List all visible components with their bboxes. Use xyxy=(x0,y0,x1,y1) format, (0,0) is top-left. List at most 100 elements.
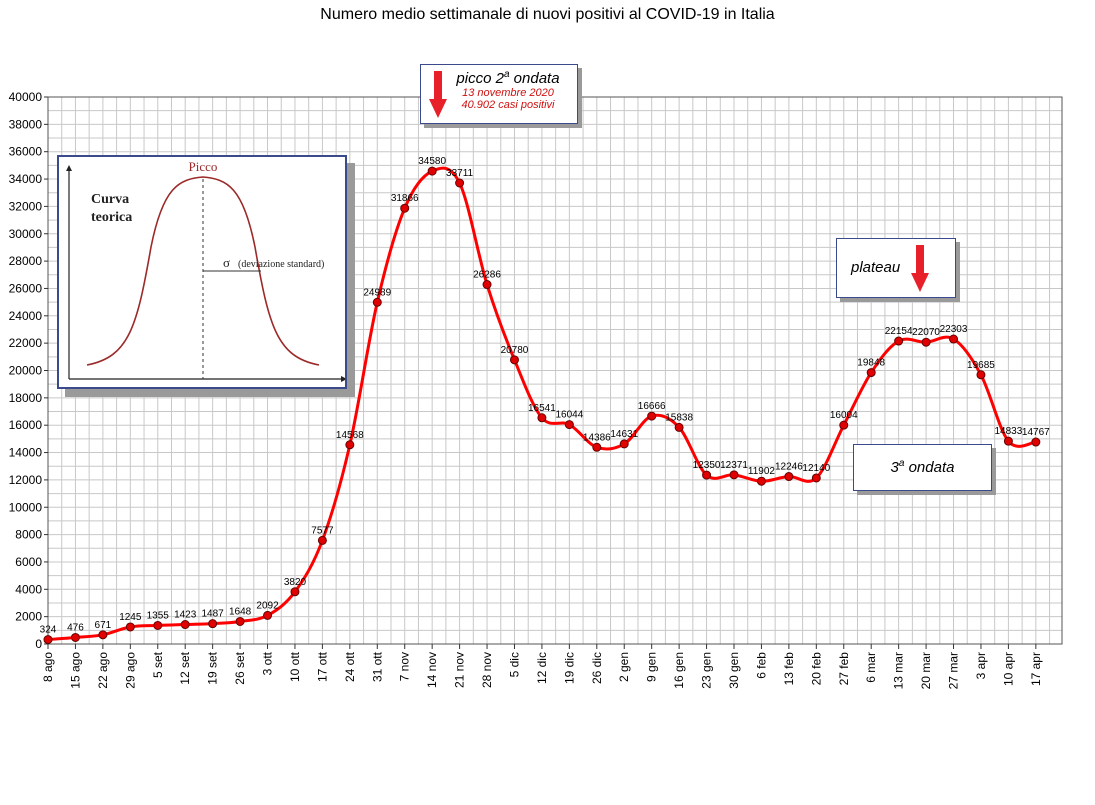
data-label: 12371 xyxy=(720,460,748,471)
data-label: 26286 xyxy=(473,270,501,281)
data-point xyxy=(455,178,465,188)
x-tick-label: 17 apr xyxy=(1029,652,1043,686)
x-tick-label: 6 feb xyxy=(754,652,768,679)
data-label: 33711 xyxy=(446,168,474,179)
data-label: 16666 xyxy=(638,401,666,412)
x-tick-label: 3 ott xyxy=(261,651,275,675)
data-point xyxy=(427,166,437,176)
data-point xyxy=(235,616,245,626)
data-point xyxy=(756,476,766,486)
x-tick-label: 2 gen xyxy=(617,652,631,682)
down-arrow-icon xyxy=(429,71,447,118)
y-tick-label: 12000 xyxy=(9,473,43,487)
data-point xyxy=(619,439,629,449)
data-point xyxy=(263,610,273,620)
data-point xyxy=(839,420,849,430)
x-tick-label: 10 ott xyxy=(288,651,302,682)
data-label: 1423 xyxy=(174,610,197,621)
y-tick-label: 6000 xyxy=(15,555,42,569)
x-tick-label: 31 ott xyxy=(370,651,384,682)
data-label: 1487 xyxy=(202,609,225,620)
y-tick-label: 28000 xyxy=(9,254,43,268)
plateau-annotation: plateau xyxy=(836,238,956,298)
data-label: 24989 xyxy=(363,287,391,298)
peak-title: picco 2a ondata xyxy=(456,69,560,87)
y-tick-label: 22000 xyxy=(9,336,43,350)
x-tick-label: 17 ott xyxy=(315,651,329,682)
data-point xyxy=(784,472,794,482)
data-label: 16044 xyxy=(555,410,583,421)
inset-curve-label-1: Curva xyxy=(91,192,129,207)
data-point xyxy=(592,442,602,452)
y-tick-label: 10000 xyxy=(9,500,43,514)
data-point xyxy=(98,630,108,640)
data-label: 16541 xyxy=(528,403,556,414)
data-label: 7577 xyxy=(311,525,334,536)
x-tick-label: 26 set xyxy=(233,651,247,684)
theoretical-curve-inset: Picco Curva teorica σ (deviazione standa… xyxy=(57,155,347,389)
data-label: 22303 xyxy=(940,324,968,335)
data-label: 12140 xyxy=(802,463,830,474)
chart-title: Numero medio settimanale di nuovi positi… xyxy=(320,6,775,23)
peak-date: 13 novembre 2020 xyxy=(462,87,554,99)
y-tick-label: 34000 xyxy=(9,172,43,186)
y-tick-label: 32000 xyxy=(9,199,43,213)
data-point xyxy=(400,203,410,213)
data-label: 20780 xyxy=(501,345,529,356)
data-point xyxy=(153,620,163,630)
x-tick-label: 12 dic xyxy=(535,652,549,684)
sigma-symbol: σ xyxy=(223,255,230,270)
x-tick-label: 5 set xyxy=(151,651,165,678)
bell-curve xyxy=(86,176,320,366)
y-tick-label: 0 xyxy=(35,637,42,651)
x-tick-label: 10 apr xyxy=(1001,652,1015,686)
x-tick-label: 15 ago xyxy=(68,652,82,689)
x-tick-label: 6 mar xyxy=(864,652,878,683)
data-point xyxy=(811,473,821,483)
data-point xyxy=(647,411,657,421)
data-label: 14568 xyxy=(336,430,364,441)
x-tick-label: 5 dic xyxy=(507,652,521,677)
x-axis-ticks: 8 ago 15 ago 22 ago 29 ago 5 set 12 set 19 set… xyxy=(41,644,1043,689)
y-tick-label: 26000 xyxy=(9,281,43,295)
data-point xyxy=(894,336,904,346)
data-label: 19685 xyxy=(967,360,995,371)
data-point xyxy=(372,297,382,307)
data-label: 2092 xyxy=(256,600,279,611)
data-point xyxy=(43,635,53,645)
y-axis-ticks: 0 2000 4000 6000 8000 10000 12000 14000 16000 180… xyxy=(9,90,48,651)
data-point xyxy=(70,632,80,642)
data-label: 324 xyxy=(40,625,57,636)
data-point xyxy=(290,587,300,597)
data-label: 14631 xyxy=(610,429,638,440)
y-tick-label: 4000 xyxy=(15,582,42,596)
data-label: 1355 xyxy=(147,610,170,621)
x-tick-label: 30 gen xyxy=(727,652,741,689)
third-wave-label: 3a ondata xyxy=(890,458,955,476)
x-tick-label: 14 nov xyxy=(425,652,439,688)
data-point xyxy=(1031,437,1041,447)
x-tick-label: 27 mar xyxy=(947,652,961,689)
data-label: 3820 xyxy=(284,577,307,588)
data-point xyxy=(564,420,574,430)
y-tick-label: 14000 xyxy=(9,446,43,460)
data-point xyxy=(921,337,931,347)
x-tick-label: 28 nov xyxy=(480,652,494,688)
data-label: 14833 xyxy=(994,426,1022,437)
data-point xyxy=(729,470,739,480)
inset-curve-label-2: teorica xyxy=(91,210,132,225)
y-tick-label: 24000 xyxy=(9,309,43,323)
x-tick-label: 26 dic xyxy=(590,652,604,684)
x-tick-label: 29 ago xyxy=(123,652,137,689)
x-tick-label: 19 set xyxy=(206,651,220,684)
down-arrow-icon xyxy=(911,245,929,292)
x-tick-label: 20 mar xyxy=(919,652,933,689)
data-label: 671 xyxy=(95,620,112,631)
x-tick-label: 12 set xyxy=(178,651,192,684)
data-point xyxy=(702,470,712,480)
data-point xyxy=(125,622,135,632)
x-tick-label: 3 apr xyxy=(974,652,988,679)
x-tick-label: 22 ago xyxy=(96,652,110,689)
data-points xyxy=(43,166,1041,645)
y-tick-label: 2000 xyxy=(15,610,42,624)
